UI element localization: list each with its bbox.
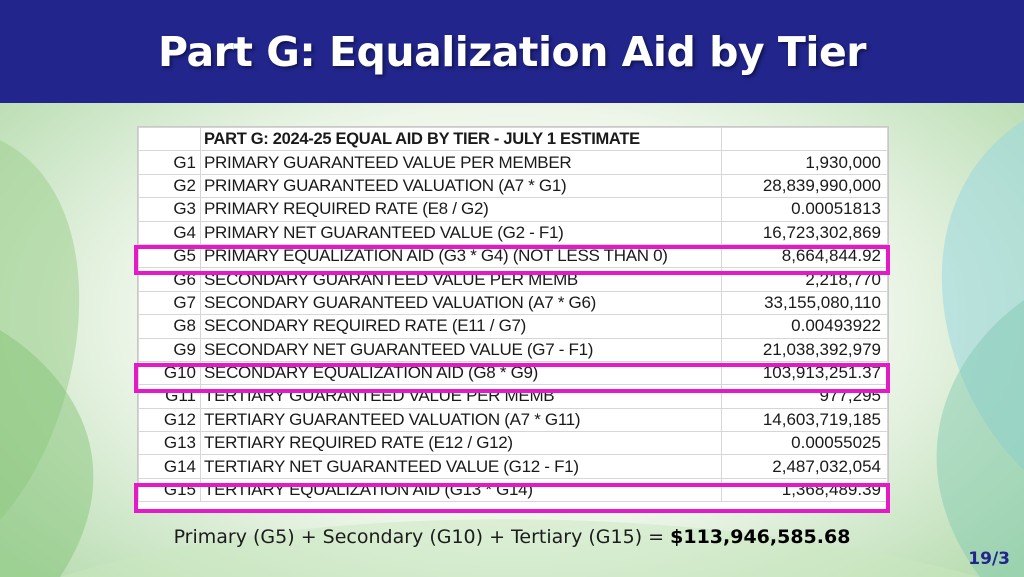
- page-number: 19/3: [968, 549, 1010, 569]
- total-formula: Primary (G5) + Secondary (G10) + Tertiar…: [173, 526, 671, 548]
- row-code: G9: [138, 337, 201, 362]
- row-description: SECONDARY REQUIRED RATE (E11 / G7): [200, 314, 722, 339]
- table-row: G1 PRIMARY GUARANTEED VALUE PER MEMBER 1,9…: [138, 150, 888, 175]
- equalization-table: PART G: 2024-25 EQUAL AID BY TIER - JULY…: [138, 126, 888, 503]
- table-row: G7 SECONDARY GUARANTEED VALUATION (A7 * G…: [138, 290, 888, 316]
- row-description: SECONDARY NET GUARANTEED VALUE (G7 - F1): [200, 337, 722, 362]
- row-description: PRIMARY NET GUARANTEED VALUE (G2 - F1): [200, 220, 722, 245]
- row-description: TERTIARY GUARANTEED VALUE PER MEMB: [200, 384, 722, 409]
- row-description: PRIMARY REQUIRED RATE (E8 / G2): [200, 197, 722, 222]
- row-code: G14: [138, 454, 201, 479]
- row-code: G8: [138, 314, 201, 339]
- row-value: 28,839,990,000: [721, 173, 888, 199]
- highlight-g5: [134, 245, 890, 275]
- row-code: G12: [138, 407, 201, 433]
- row-code: G1: [138, 150, 201, 175]
- slide-title: Part G: Equalization Aid by Tier: [158, 27, 866, 76]
- table-row: G13 TERTIARY REQUIRED RATE (E12 / G12) 0.0…: [138, 431, 888, 456]
- row-value: 16,723,302,869: [721, 220, 888, 245]
- table-row: G11 TERTIARY GUARANTEED VALUE PER MEMB 977…: [138, 384, 888, 409]
- row-value: 2,487,032,054: [721, 454, 888, 479]
- row-code: G13: [138, 431, 201, 456]
- table-row: G3 PRIMARY REQUIRED RATE (E8 / G2) 0.00051…: [138, 197, 888, 222]
- table-row: G12 TERTIARY GUARANTEED VALUATION (A7 * G…: [138, 407, 888, 433]
- row-value: 0.00051813: [721, 197, 888, 222]
- table-row: G8 SECONDARY REQUIRED RATE (E11 / G7) 0.00…: [138, 314, 888, 339]
- slide-header: Part G: Equalization Aid by Tier: [0, 0, 1024, 103]
- table-row: G14 TERTIARY NET GUARANTEED VALUE (G12 - …: [138, 454, 888, 479]
- row-value: 0.00055025: [721, 431, 888, 456]
- row-value: 1,930,000: [721, 150, 888, 175]
- table-heading-row: PART G: 2024-25 EQUAL AID BY TIER - JULY…: [138, 126, 888, 152]
- row-description: SECONDARY GUARANTEED VALUATION (A7 * G6): [200, 290, 722, 316]
- row-description: TERTIARY REQUIRED RATE (E12 / G12): [200, 431, 722, 456]
- heading-value-cell: [721, 126, 888, 152]
- row-value: 33,155,080,110: [721, 290, 888, 316]
- table-heading: PART G: 2024-25 EQUAL AID BY TIER - JULY…: [200, 126, 722, 152]
- table-row: G9 SECONDARY NET GUARANTEED VALUE (G7 - F…: [138, 337, 888, 362]
- row-code: G2: [138, 173, 201, 199]
- row-code: G7: [138, 290, 201, 316]
- row-value: 14,603,719,185: [721, 407, 888, 433]
- row-description: TERTIARY GUARANTEED VALUATION (A7 * G11): [200, 407, 722, 433]
- heading-code-cell: [138, 126, 201, 152]
- table-row: G4 PRIMARY NET GUARANTEED VALUE (G2 - F1)…: [138, 220, 888, 245]
- row-description: TERTIARY NET GUARANTEED VALUE (G12 - F1): [200, 454, 722, 479]
- row-value: 21,038,392,979: [721, 337, 888, 362]
- row-value: 0.00493922: [721, 314, 888, 339]
- row-description: PRIMARY GUARANTEED VALUATION (A7 * G1): [200, 173, 722, 199]
- total-amount: $113,946,585.68: [670, 526, 851, 548]
- highlight-g15: [134, 483, 890, 513]
- row-code: G3: [138, 197, 201, 222]
- spreadsheet-excerpt: PART G: 2024-25 EQUAL AID BY TIER - JULY…: [137, 126, 889, 513]
- total-summary: Primary (G5) + Secondary (G10) + Tertiar…: [0, 526, 1024, 548]
- table-row: G2 PRIMARY GUARANTEED VALUATION (A7 * G1)…: [138, 173, 888, 199]
- row-code: G4: [138, 220, 201, 245]
- row-description: PRIMARY GUARANTEED VALUE PER MEMBER: [200, 150, 722, 175]
- highlight-g10: [134, 363, 890, 393]
